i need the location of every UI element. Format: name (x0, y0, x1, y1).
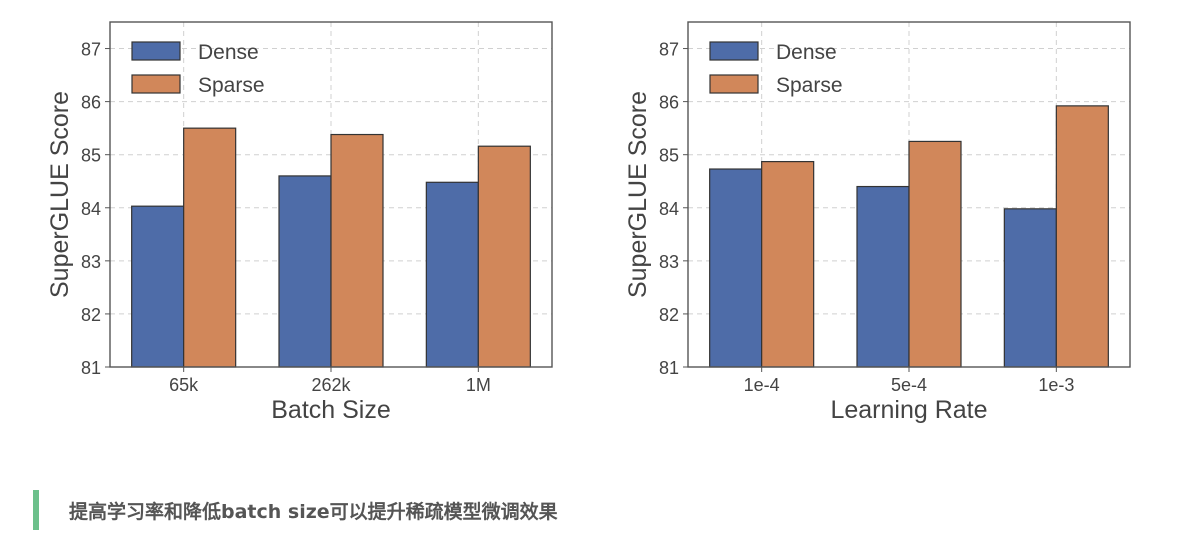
chart-1-y-tick-label: 81 (81, 358, 101, 378)
chart-2-y-tick-label: 85 (659, 146, 679, 166)
chart-1-x-tick-label: 65k (169, 375, 199, 395)
chart-1-bar-sparse (330, 133, 384, 368)
chart-1-bar-dense (278, 175, 332, 368)
chart-1-legend-swatch-dense (131, 41, 181, 61)
caption-text: 提高学习率和降低batch size可以提升稀疏模型微调效果 (69, 500, 558, 523)
chart-1-bar-sparse (183, 127, 237, 368)
chart-1-plot-frame (109, 21, 553, 368)
chart-2-y-tick-label: 84 (659, 199, 679, 219)
chart-1-bar-sparse (477, 145, 531, 368)
chart-2-legend-label-sparse: Sparse (776, 74, 843, 97)
chart-2-plot-frame (687, 21, 1131, 368)
chart-2-y-tick-label: 83 (659, 252, 679, 272)
chart-2-bar-dense (856, 185, 910, 368)
chart-2-bar-sparse (1055, 105, 1109, 368)
chart-2-y-tick-label: 82 (659, 305, 679, 325)
chart-2-x-tick-label: 1e-3 (1038, 375, 1074, 395)
chart-2-x-tick-label: 1e-4 (744, 375, 780, 395)
chart-2-legend-swatch-dense (709, 41, 759, 61)
chart-1-y-axis-label: SuperGLUE Score (46, 91, 74, 298)
chart-1-y-tick-label: 82 (81, 305, 101, 325)
chart-2-bar-sparse (761, 160, 815, 368)
chart-1-x-axis-label: Batch Size (271, 396, 391, 424)
chart-1-y-tick-label: 87 (81, 40, 101, 60)
chart-1-x-tick-label: 262k (311, 375, 351, 395)
chart-2-y-tick-label: 81 (659, 358, 679, 378)
chart-1-legend-swatch-sparse (131, 74, 181, 94)
charts-canvas: 81 82 83 84 85 86 87 65k 262k 1M Batch Size SuperGL… (46, 21, 1131, 424)
chart-2-y-axis-label: SuperGLUE Score (624, 91, 652, 298)
chart-1-bar-dense (131, 205, 185, 368)
caption: 提高学习率和降低batch size可以提升稀疏模型微调效果 (33, 490, 558, 530)
chart-1-x-tick-label: 1M (466, 375, 491, 395)
chart-1-y-tick-label: 83 (81, 252, 101, 272)
chart-1-legend-label-dense: Dense (198, 41, 259, 64)
chart-2-y-tick-label: 87 (659, 40, 679, 60)
chart-2-bar-dense (709, 168, 763, 368)
chart-2-legend-swatch-sparse (709, 74, 759, 94)
chart-1-y-tick-label: 84 (81, 199, 101, 219)
chart-2-x-tick-label: 5e-4 (891, 375, 927, 395)
caption-accent-bar (33, 490, 39, 530)
chart-1-y-tick-label: 85 (81, 146, 101, 166)
chart-1-y-tick-label: 86 (81, 93, 101, 113)
chart-2-bar-sparse (908, 140, 962, 368)
chart-2-x-axis-label: Learning Rate (830, 396, 987, 424)
chart-2-y-tick-label: 86 (659, 93, 679, 113)
chart-2-bar-dense (1003, 208, 1057, 368)
chart-1-legend-label-sparse: Sparse (198, 74, 265, 97)
chart-2-legend-label-dense: Dense (776, 41, 837, 64)
chart-1-bar-dense (425, 181, 479, 368)
